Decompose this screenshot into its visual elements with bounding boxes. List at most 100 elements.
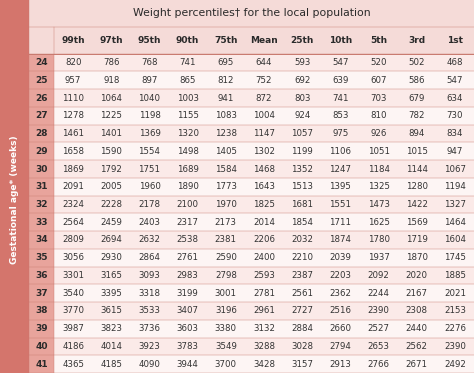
Text: 3056: 3056 xyxy=(62,253,84,262)
Text: 2210: 2210 xyxy=(291,253,313,262)
Text: 947: 947 xyxy=(447,147,463,156)
Text: 1327: 1327 xyxy=(444,200,466,209)
Bar xyxy=(29,125,54,142)
Text: 1155: 1155 xyxy=(177,111,199,120)
Text: 3rd: 3rd xyxy=(408,36,425,45)
Text: 3028: 3028 xyxy=(291,342,313,351)
Text: 1278: 1278 xyxy=(62,111,84,120)
Text: 1110: 1110 xyxy=(62,94,84,103)
Text: 1773: 1773 xyxy=(215,182,237,191)
Text: 3288: 3288 xyxy=(253,342,275,351)
Text: 1067: 1067 xyxy=(444,164,466,173)
Text: 1225: 1225 xyxy=(100,111,122,120)
Bar xyxy=(29,231,474,249)
Text: 1302: 1302 xyxy=(253,147,275,156)
Text: 803: 803 xyxy=(294,94,310,103)
Text: 593: 593 xyxy=(294,58,310,67)
Text: 741: 741 xyxy=(332,94,348,103)
Text: 3380: 3380 xyxy=(215,324,237,333)
Text: 3301: 3301 xyxy=(62,271,84,280)
Text: 872: 872 xyxy=(256,94,272,103)
Text: 3987: 3987 xyxy=(62,324,84,333)
Text: 2781: 2781 xyxy=(253,289,275,298)
Text: 1937: 1937 xyxy=(368,253,390,262)
Text: 1970: 1970 xyxy=(215,200,237,209)
Text: 4090: 4090 xyxy=(138,360,160,369)
Text: 27: 27 xyxy=(36,111,48,120)
Bar xyxy=(29,320,474,338)
Text: 25th: 25th xyxy=(291,36,314,45)
Bar xyxy=(29,27,474,54)
Text: 28: 28 xyxy=(36,129,48,138)
Text: 1869: 1869 xyxy=(62,164,84,173)
Text: 2020: 2020 xyxy=(406,271,428,280)
Bar xyxy=(29,338,54,355)
Text: 3428: 3428 xyxy=(253,360,275,369)
Text: 2527: 2527 xyxy=(367,324,390,333)
Text: 3001: 3001 xyxy=(215,289,237,298)
Text: 1780: 1780 xyxy=(367,235,390,244)
Bar xyxy=(29,107,474,125)
Text: 2014: 2014 xyxy=(253,218,275,227)
Text: 2809: 2809 xyxy=(62,235,84,244)
Text: 1584: 1584 xyxy=(215,164,237,173)
Text: 2884: 2884 xyxy=(291,324,313,333)
Text: 1885: 1885 xyxy=(444,271,466,280)
Text: 2100: 2100 xyxy=(177,200,199,209)
Bar xyxy=(29,0,474,27)
Text: 639: 639 xyxy=(332,76,348,85)
Text: 3395: 3395 xyxy=(100,289,122,298)
Text: 782: 782 xyxy=(409,111,425,120)
Text: 2381: 2381 xyxy=(215,235,237,244)
Text: 3823: 3823 xyxy=(100,324,122,333)
Text: 607: 607 xyxy=(370,76,387,85)
Text: Mean: Mean xyxy=(250,36,278,45)
Bar xyxy=(29,160,54,178)
Text: 3549: 3549 xyxy=(215,342,237,351)
Text: 730: 730 xyxy=(447,111,463,120)
Bar xyxy=(29,89,474,107)
Text: 2538: 2538 xyxy=(177,235,199,244)
Text: 1751: 1751 xyxy=(138,164,161,173)
Text: 547: 547 xyxy=(447,76,463,85)
Text: 5th: 5th xyxy=(370,36,387,45)
Text: 894: 894 xyxy=(409,129,425,138)
Text: 2032: 2032 xyxy=(291,235,313,244)
Text: 834: 834 xyxy=(447,129,463,138)
Text: 3615: 3615 xyxy=(100,306,122,316)
Text: 2516: 2516 xyxy=(329,306,351,316)
Text: 692: 692 xyxy=(294,76,310,85)
Text: 2593: 2593 xyxy=(253,271,275,280)
Text: 2092: 2092 xyxy=(368,271,390,280)
Text: 2459: 2459 xyxy=(100,218,122,227)
Bar xyxy=(29,267,474,284)
Text: 2671: 2671 xyxy=(406,360,428,369)
Text: 547: 547 xyxy=(332,58,348,67)
Text: 2798: 2798 xyxy=(215,271,237,280)
Text: 2206: 2206 xyxy=(253,235,275,244)
Bar xyxy=(29,355,54,373)
Text: 695: 695 xyxy=(218,58,234,67)
Bar xyxy=(29,249,474,267)
Text: 1325: 1325 xyxy=(367,182,390,191)
Text: 2653: 2653 xyxy=(367,342,390,351)
Text: 2091: 2091 xyxy=(62,182,84,191)
Text: Gestational age* (weeks): Gestational age* (weeks) xyxy=(10,136,19,264)
Text: 2632: 2632 xyxy=(138,235,161,244)
Text: 3770: 3770 xyxy=(62,306,84,316)
Text: 768: 768 xyxy=(141,58,158,67)
Text: 37: 37 xyxy=(36,289,48,298)
Text: 3783: 3783 xyxy=(177,342,199,351)
Text: 644: 644 xyxy=(256,58,272,67)
Bar xyxy=(29,302,54,320)
Text: 2564: 2564 xyxy=(62,218,84,227)
Text: 2167: 2167 xyxy=(406,289,428,298)
Text: Weight percentiles† for the local population: Weight percentiles† for the local popula… xyxy=(133,9,371,18)
Text: 2766: 2766 xyxy=(367,360,390,369)
Text: 812: 812 xyxy=(218,76,234,85)
Text: 2440: 2440 xyxy=(406,324,428,333)
Text: 1280: 1280 xyxy=(406,182,428,191)
Bar xyxy=(29,72,54,89)
Text: 1719: 1719 xyxy=(406,235,428,244)
Text: 4365: 4365 xyxy=(62,360,84,369)
